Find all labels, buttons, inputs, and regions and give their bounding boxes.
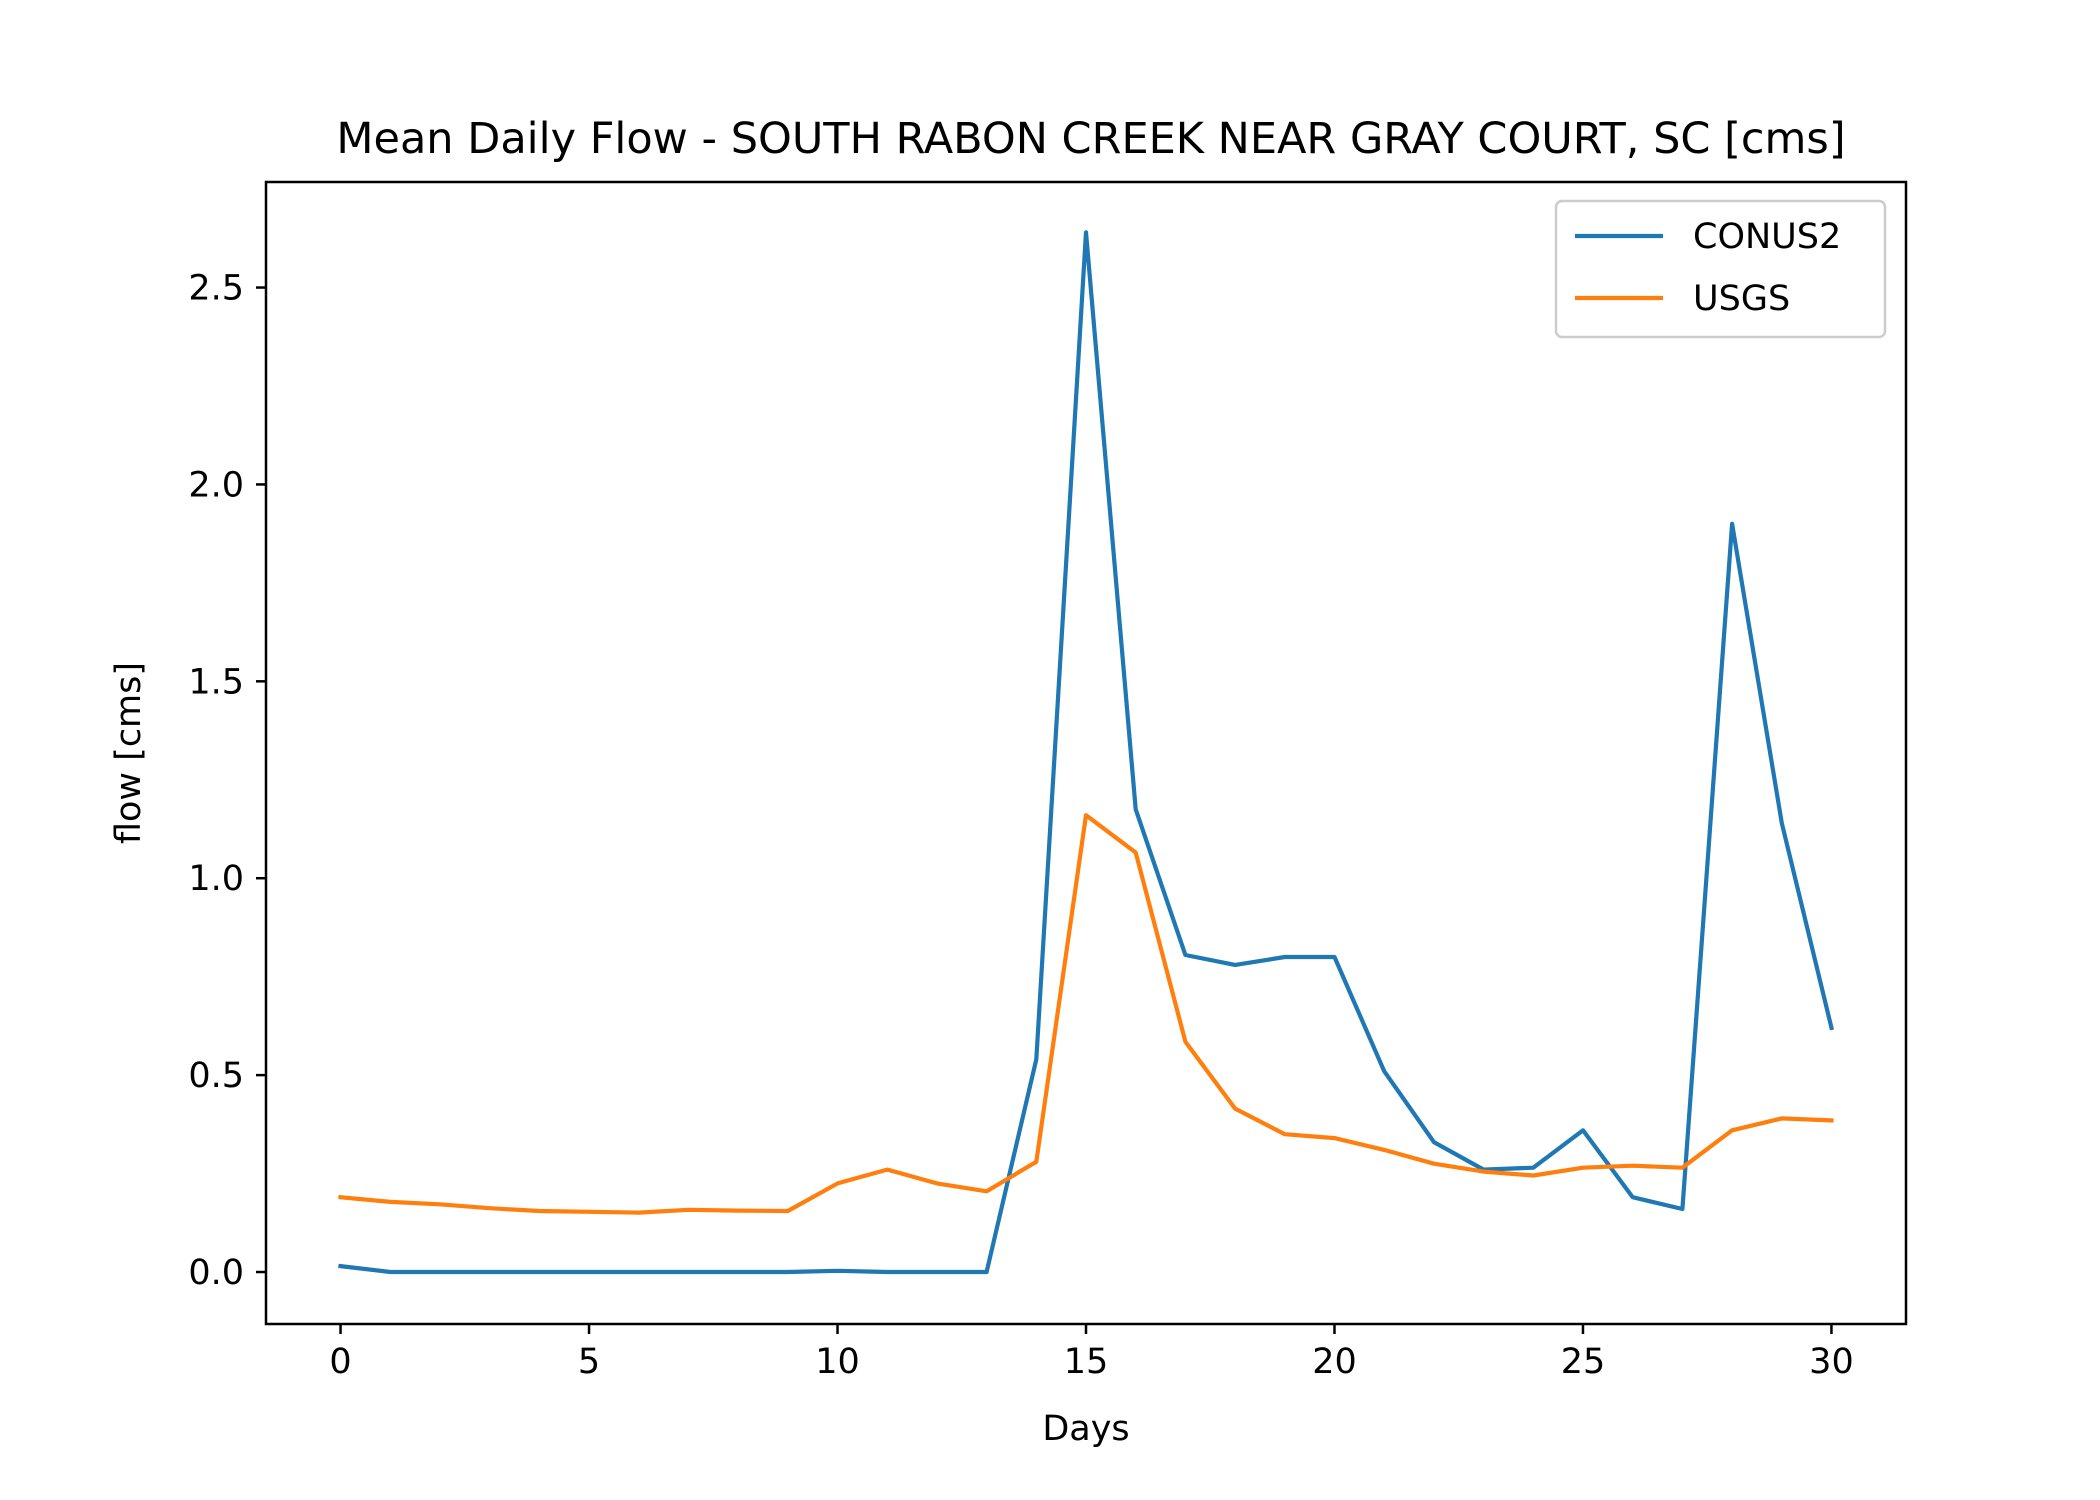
series-line-conus2 bbox=[338, 230, 1835, 1275]
y-tick-label: 1.5 bbox=[188, 662, 244, 702]
x-tick-label: 25 bbox=[1561, 1342, 1606, 1382]
series-layer bbox=[338, 230, 1835, 1275]
legend: CONUS2 USGS bbox=[1554, 199, 1887, 339]
y-tick-label: 1.0 bbox=[188, 859, 244, 899]
y-tick-label: 0.0 bbox=[188, 1253, 244, 1293]
y-axis-label: flow [cms] bbox=[109, 662, 149, 844]
chart-title: Mean Daily Flow - SOUTH RABON CREEK NEAR… bbox=[336, 114, 1845, 164]
x-tick-label: 5 bbox=[578, 1342, 600, 1382]
x-tick-label: 20 bbox=[1312, 1342, 1357, 1382]
y-tick-label: 2.0 bbox=[188, 465, 244, 505]
plot-area bbox=[264, 180, 1908, 1326]
y-tick-label: 0.5 bbox=[188, 1056, 244, 1096]
x-axis-label: Days bbox=[1042, 1409, 1129, 1449]
x-tick-label: 0 bbox=[329, 1342, 351, 1382]
y-axis: 0.0 0.5 1.0 1.5 2.0 2.5 bbox=[188, 269, 266, 1293]
legend-label: USGS bbox=[1693, 279, 1790, 319]
plot-background bbox=[266, 182, 1906, 1324]
y-tick-label: 2.5 bbox=[188, 269, 244, 309]
legend-label: CONUS2 bbox=[1693, 217, 1841, 257]
x-axis: 0 5 10 15 20 25 30 bbox=[329, 1324, 1854, 1382]
x-tick-label: 30 bbox=[1809, 1342, 1854, 1382]
x-tick-label: 10 bbox=[815, 1342, 860, 1382]
x-tick-label: 15 bbox=[1064, 1342, 1109, 1382]
series-line-usgs bbox=[338, 813, 1834, 1215]
